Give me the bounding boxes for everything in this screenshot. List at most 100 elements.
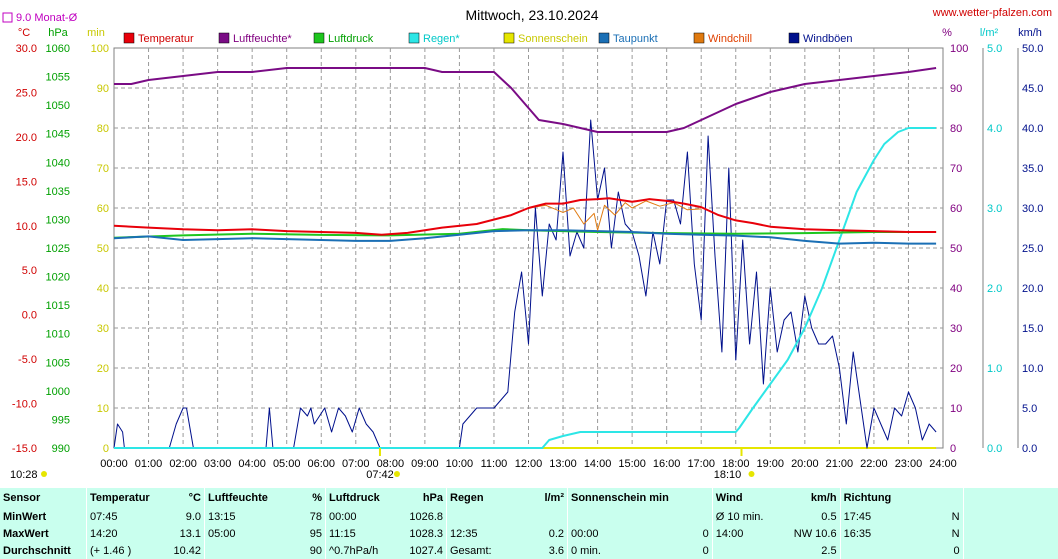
x-tick-label: 04:00	[238, 458, 266, 470]
axis-unit-label: %	[942, 27, 952, 39]
monthly-avg-marker	[2, 12, 13, 23]
axis-tick-label: 1055	[46, 72, 70, 84]
x-tick-label: 24:00	[929, 458, 957, 470]
header-direction: Richtung	[839, 488, 927, 509]
statistics-table: Sensor Temperatur °C Luftfeuchte % Luftd…	[0, 488, 1058, 559]
legend-swatch	[503, 32, 515, 44]
axis-tick-label: 20.0	[16, 132, 37, 144]
press-max-value: 1028.3	[409, 527, 443, 540]
sunset-icon	[748, 471, 755, 477]
hum-avg-value: 90	[309, 544, 322, 557]
legend-label: Sonnenschein	[518, 33, 588, 45]
series-layer	[113, 67, 937, 449]
x-tick-label: 22:00	[860, 458, 888, 470]
axis-tick-label: 40	[950, 283, 962, 295]
x-tick-label: 19:00	[757, 458, 785, 470]
x-tick-label: 14:00	[584, 458, 612, 470]
axis-tick-label: -10.0	[12, 399, 37, 411]
header-sunshine: Sonnenschein min	[566, 488, 672, 509]
axis-tick-label: 0	[103, 443, 109, 455]
axis-tick-label: 80	[97, 123, 109, 135]
axis-tick-label: 90	[950, 83, 962, 95]
axis-tick-label: 50	[97, 243, 109, 255]
dir-max-value: N	[951, 527, 960, 540]
axis-tick-label: -15.0	[12, 443, 37, 455]
axis-tick-label: 90	[97, 83, 109, 95]
wind-avg-value: 2.5	[821, 544, 837, 557]
axis-tick-label: 1025	[46, 243, 70, 255]
axis-tick-label: 1010	[46, 329, 70, 341]
axis-tick-label: 1035	[46, 186, 70, 198]
axes: °C 30.0 25.0 20.0 15.0 10.0 5.0 0.0 -5.0 -10.0 -15…	[12, 27, 1044, 455]
sun-max-time: 00:00	[566, 525, 672, 543]
stats-row-avg: Durchschnitt (+ 1.46 ) 10.42 90 ^0.7hPa/…	[0, 542, 1058, 559]
legend-label: Windchill	[708, 33, 752, 45]
x-tick-label: 00:00	[100, 458, 128, 470]
header-sensor: Sensor	[3, 492, 41, 505]
axis-tick-label: 70	[97, 163, 109, 175]
sun-icon	[41, 471, 47, 477]
axis-tick-label: 5.0	[987, 43, 1002, 55]
axis-tick-label: 100	[950, 43, 968, 55]
rain-min-time	[446, 508, 525, 526]
axis-tick-label: 35.0	[1022, 163, 1043, 175]
header-temperature-unit: °C	[188, 492, 201, 505]
x-tick-label: 10:00	[446, 458, 474, 470]
axis-tick-label: 30	[97, 323, 109, 335]
legend-label: Windböen	[803, 33, 853, 45]
x-tick-label: 15:00	[618, 458, 646, 470]
hum-min-time: 13:15	[204, 508, 291, 526]
dir-min-time: 17:45	[839, 508, 927, 526]
x-tick-label: 17:00	[687, 458, 715, 470]
legend-swatch	[788, 32, 800, 44]
temp-avg-delta: (+ 1.46 )	[86, 542, 168, 559]
axis-tick-label: 80	[950, 123, 962, 135]
wind-min-value: 0.5	[821, 511, 837, 524]
axis-tick-label: 50.0	[1022, 43, 1043, 55]
axis-tick-label: 20.0	[1022, 283, 1043, 295]
axis-tick-label: 990	[52, 443, 70, 455]
monthly-avg-label: 9.0 Monat-Ø	[16, 12, 78, 24]
axis-tick-label: 0.0	[987, 443, 1002, 455]
axis-unit-label: km/h	[1018, 27, 1042, 39]
legend-swatch	[598, 32, 610, 44]
axis-tick-label: 10.0	[1022, 363, 1043, 375]
axis-tick-label: 0.0	[22, 310, 37, 322]
axis-tick-label: 1.0	[987, 363, 1002, 375]
temp-min-value: 9.0	[185, 511, 201, 524]
legend: Temperatur Luftfeuchte* Luftdruck Regen* Son…	[123, 32, 853, 45]
x-tick-label: 16:00	[653, 458, 681, 470]
press-avg-value: 1027.4	[409, 544, 443, 557]
header-rain-unit: l/m²	[544, 492, 564, 505]
axis-tick-label: 1020	[46, 272, 70, 284]
dir-avg-extra	[839, 542, 927, 559]
axis-unit-label: min	[87, 27, 105, 39]
sun-min-value	[672, 509, 713, 526]
press-min-value: 1026.8	[409, 511, 443, 524]
x-tick-label: 03:00	[204, 458, 232, 470]
axis-tick-label: 30.0	[16, 43, 37, 55]
axis-tick-label: 10	[950, 403, 962, 415]
grid	[113, 47, 944, 449]
press-avg-trend: ^0.7hPa/h	[325, 542, 402, 559]
site-url[interactable]: www.wetter-pfalzen.com	[932, 7, 1052, 19]
series-line-regen	[114, 127, 937, 449]
press-min-time: 00:00	[325, 508, 402, 526]
legend-swatch	[693, 32, 705, 44]
axis-tick-label: 15.0	[16, 176, 37, 188]
x-tick-label: 06:00	[307, 458, 335, 470]
axis-tick-label: 5.0	[22, 265, 37, 277]
update-time-label: 10:28	[10, 469, 38, 481]
axis-tick-label: 70	[950, 163, 962, 175]
hum-avg-extra	[204, 542, 291, 559]
x-tick-label: 02:00	[169, 458, 197, 470]
sun-max-value: 0	[702, 527, 709, 540]
wind-min-time: Ø 10 min.	[711, 508, 791, 526]
axis-tick-label: 0.0	[1022, 443, 1037, 455]
hum-max-value: 95	[309, 527, 322, 540]
header-wind: Wind	[711, 488, 791, 509]
axis-tick-label: 25.0	[1022, 243, 1043, 255]
axis-tick-label: -5.0	[18, 354, 37, 366]
legend-label: Luftfeuchte*	[233, 33, 292, 45]
x-tick-label: 13:00	[549, 458, 577, 470]
